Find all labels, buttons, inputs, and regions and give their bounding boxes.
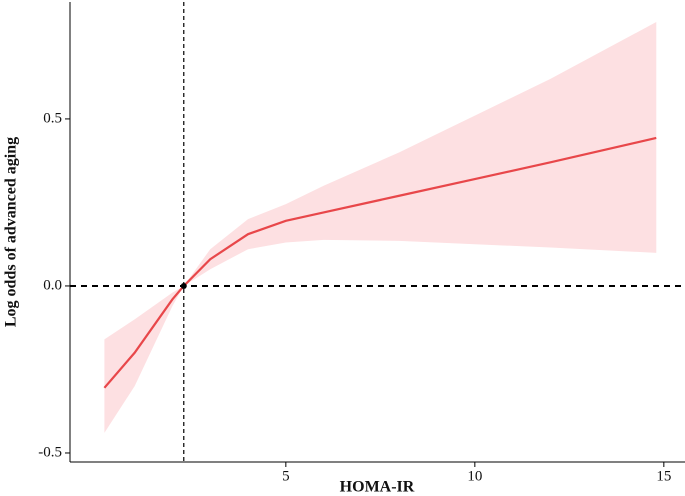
reference-point <box>180 282 187 289</box>
y-tick-label: -0.5 <box>38 444 62 460</box>
y-tick-label: 0.5 <box>43 110 62 126</box>
y-axis-label: Log odds of advanced aging <box>3 137 20 327</box>
confidence-band <box>104 22 657 433</box>
x-axis-label: HOMA-IR <box>340 479 415 496</box>
y-tick-label: 0.0 <box>43 277 62 293</box>
spline-line <box>103 136 657 389</box>
x-tick-label: 5 <box>282 468 290 484</box>
x-tick-label: 10 <box>467 468 482 484</box>
x-tick-label: 15 <box>656 468 671 484</box>
